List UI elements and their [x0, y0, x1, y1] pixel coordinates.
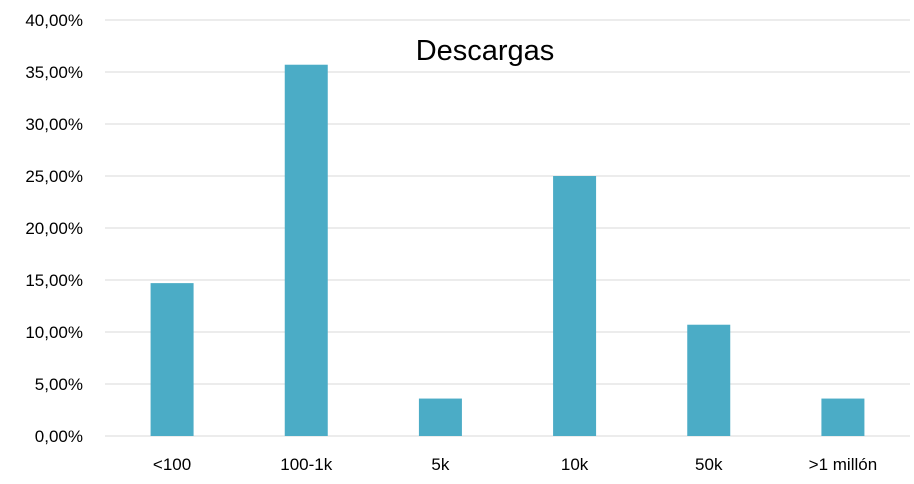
bar	[821, 398, 865, 436]
bar	[418, 398, 462, 436]
y-tick-label: 10,00%	[25, 323, 83, 342]
y-tick-label: 20,00%	[25, 219, 83, 238]
bar	[687, 324, 731, 436]
x-tick-label: >1 millón	[809, 455, 878, 474]
bars	[150, 64, 865, 436]
x-tick-label: 50k	[695, 455, 723, 474]
y-tick-label: 35,00%	[25, 63, 83, 82]
x-tick-label: 100-1k	[280, 455, 332, 474]
gridlines	[105, 19, 910, 437]
y-tick-label: 0,00%	[35, 427, 83, 446]
y-tick-label: 5,00%	[35, 375, 83, 394]
x-tick-label: <100	[153, 455, 191, 474]
y-tick-label: 25,00%	[25, 167, 83, 186]
bar	[150, 283, 194, 436]
x-tick-label: 5k	[431, 455, 449, 474]
y-tick-label: 15,00%	[25, 271, 83, 290]
x-axis-tick-labels: <100 100-1k 5k 10k 50k >1 millón	[153, 455, 877, 474]
y-axis-tick-labels: 0,00% 5,00% 10,00% 15,00% 20,00% 25,00% 30,00%…	[25, 11, 83, 446]
y-tick-label: 30,00%	[25, 115, 83, 134]
chart-title: Descargas	[416, 35, 555, 67]
x-tick-label: 10k	[561, 455, 589, 474]
bar	[284, 64, 328, 436]
bar	[553, 176, 597, 436]
y-tick-label: 40,00%	[25, 11, 83, 30]
